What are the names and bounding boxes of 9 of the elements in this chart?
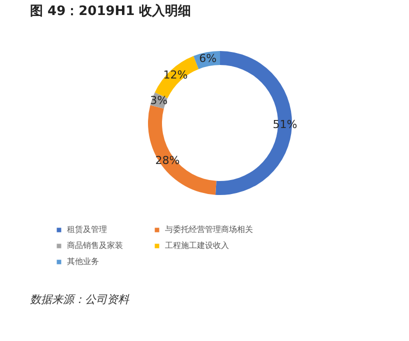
chart-title: 图 49：2019H1 收入明细 xyxy=(30,3,192,19)
legend-label: 工程施工建设收入 xyxy=(165,241,229,250)
source-note: 数据来源：公司资料 xyxy=(30,293,130,306)
legend-label: 其他业务 xyxy=(67,257,99,266)
legend-label: 租赁及管理 xyxy=(67,225,107,234)
legend-label: 商品销售及家装 xyxy=(67,241,123,250)
data-label: 6% xyxy=(199,52,217,66)
donut-slice xyxy=(148,105,216,195)
legend-label: 与委托经营管理商场相关 xyxy=(165,225,253,234)
